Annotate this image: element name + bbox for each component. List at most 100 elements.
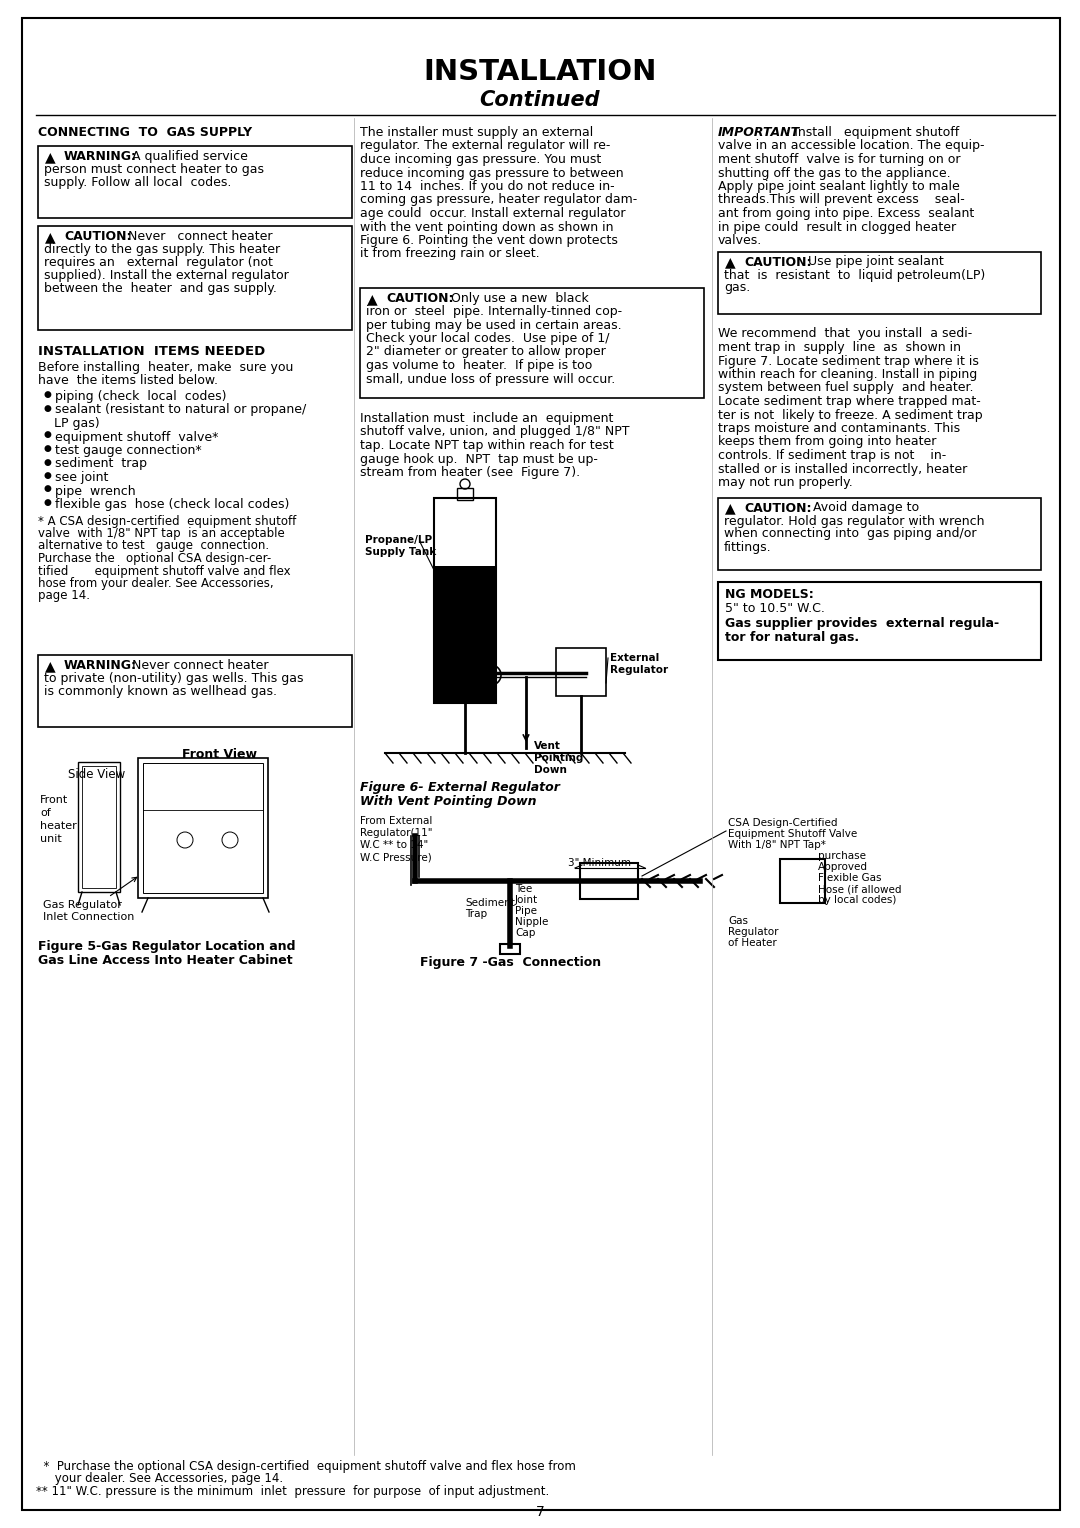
Text: CAUTION:: CAUTION: <box>64 231 132 243</box>
Text: ** 11" W.C. pressure is the minimum  inlet  pressure  for purpose  of input adju: ** 11" W.C. pressure is the minimum inle… <box>36 1485 550 1497</box>
Text: W.C Pressure): W.C Pressure) <box>360 853 432 862</box>
Text: reduce incoming gas pressure to between: reduce incoming gas pressure to between <box>360 167 623 179</box>
Text: CAUTION:: CAUTION: <box>386 292 454 306</box>
Text: 3" Minimum: 3" Minimum <box>568 859 631 868</box>
Text: 2" diameter or greater to allow proper: 2" diameter or greater to allow proper <box>366 345 606 359</box>
Text: Only use a new  black: Only use a new black <box>447 292 589 306</box>
Text: small, undue loss of pressure will occur.: small, undue loss of pressure will occur… <box>366 373 616 385</box>
Bar <box>38 147 352 219</box>
Text: Before installing  heater, make  sure you: Before installing heater, make sure you <box>38 361 294 374</box>
Bar <box>38 656 352 727</box>
Text: Regulator(11": Regulator(11" <box>360 828 432 837</box>
Text: Hose (if allowed: Hose (if allowed <box>818 885 902 894</box>
Text: threads.This will prevent excess    seal-: threads.This will prevent excess seal- <box>718 194 964 206</box>
Text: From External: From External <box>360 816 432 827</box>
Text: that  is  resistant  to  liquid petroleum(LP): that is resistant to liquid petroleum(LP… <box>724 269 985 281</box>
Text: Regulator: Regulator <box>610 665 669 675</box>
Bar <box>556 648 606 695</box>
Text: by local codes): by local codes) <box>818 895 896 905</box>
Text: ter is not  likely to freeze. A sediment trap: ter is not likely to freeze. A sediment … <box>718 408 983 422</box>
Text: 5" to 10.5" W.C.: 5" to 10.5" W.C. <box>725 602 825 616</box>
Text: when connecting into  gas piping and/or: when connecting into gas piping and/or <box>724 527 976 541</box>
Text: Figure 7. Locate sediment trap where it is: Figure 7. Locate sediment trap where it … <box>718 354 978 368</box>
Text: Flexible Gas: Flexible Gas <box>818 872 881 883</box>
Text: W.C ** to 14": W.C ** to 14" <box>360 840 429 850</box>
Text: Use pipe joint sealant: Use pipe joint sealant <box>804 255 944 269</box>
Text: fittings.: fittings. <box>724 541 771 553</box>
Text: ▲: ▲ <box>45 659 56 672</box>
Text: Never   connect heater: Never connect heater <box>124 231 272 243</box>
Text: ment trap in  supply  line  as  shown in: ment trap in supply line as shown in <box>718 341 961 354</box>
Text: NG MODELS:: NG MODELS: <box>725 588 813 602</box>
Text: valve in an accessible location. The equip-: valve in an accessible location. The equ… <box>718 139 985 153</box>
Text: ●: ● <box>43 457 51 466</box>
Text: Pipe: Pipe <box>515 906 537 915</box>
Text: hose from your dealer. See Accessories,: hose from your dealer. See Accessories, <box>38 578 273 590</box>
Text: Supply Tank: Supply Tank <box>365 547 436 558</box>
Bar <box>138 758 268 898</box>
Text: Avoid damage to: Avoid damage to <box>805 501 919 515</box>
Text: directly to the gas supply. This heater: directly to the gas supply. This heater <box>44 243 280 257</box>
Text: pipe  wrench: pipe wrench <box>55 484 136 498</box>
Text: CAUTION:: CAUTION: <box>744 255 811 269</box>
Text: duce incoming gas pressure. You must: duce incoming gas pressure. You must <box>360 153 602 167</box>
Bar <box>457 487 473 500</box>
Text: requires an   external  regulator (not: requires an external regulator (not <box>44 257 273 269</box>
Text: Approved: Approved <box>818 862 868 872</box>
Text: Gas Line Access Into Heater Cabinet: Gas Line Access Into Heater Cabinet <box>38 953 293 967</box>
Text: INSTALLATION  ITEMS NEEDED: INSTALLATION ITEMS NEEDED <box>38 345 266 358</box>
Text: between the  heater  and gas supply.: between the heater and gas supply. <box>44 283 276 295</box>
Text: ▲: ▲ <box>45 150 56 163</box>
Text: Down: Down <box>534 766 567 775</box>
Text: CSA Design-Certified: CSA Design-Certified <box>728 817 837 828</box>
Text: CAUTION:: CAUTION: <box>744 501 811 515</box>
Text: see joint: see joint <box>55 471 108 484</box>
Text: We recommend  that  you install  a sedi-: We recommend that you install a sedi- <box>718 327 972 341</box>
Text: your dealer. See Accessories, page 14.: your dealer. See Accessories, page 14. <box>36 1471 283 1485</box>
Text: iron or  steel  pipe. Internally-tinned cop-: iron or steel pipe. Internally-tinned co… <box>366 306 622 318</box>
Text: 7: 7 <box>536 1505 544 1519</box>
Text: ●: ● <box>43 403 51 413</box>
Text: within reach for cleaning. Install in piping: within reach for cleaning. Install in pi… <box>718 368 977 380</box>
Bar <box>718 252 1041 313</box>
Text: purchase: purchase <box>818 851 866 860</box>
Text: tor for natural gas.: tor for natural gas. <box>725 631 859 643</box>
Text: stalled or is installed incorrectly, heater: stalled or is installed incorrectly, hea… <box>718 463 968 475</box>
Text: Figure 5-Gas Regulator Location and: Figure 5-Gas Regulator Location and <box>38 940 296 953</box>
Text: Pointing: Pointing <box>534 753 583 762</box>
Text: supplied). Install the external regulator: supplied). Install the external regulato… <box>44 269 288 283</box>
Text: test gauge connection*: test gauge connection* <box>55 445 202 457</box>
Text: traps moisture and contaminants. This: traps moisture and contaminants. This <box>718 422 960 435</box>
Text: : Install   equipment shutoff: : Install equipment shutoff <box>786 125 959 139</box>
Text: IMPORTANT: IMPORTANT <box>718 125 800 139</box>
Text: heater: heater <box>40 821 77 831</box>
Text: supply. Follow all local  codes.: supply. Follow all local codes. <box>44 176 231 189</box>
Text: Locate sediment trap where trapped mat-: Locate sediment trap where trapped mat- <box>718 396 981 408</box>
Text: With Vent Pointing Down: With Vent Pointing Down <box>360 795 537 808</box>
Text: Figure 7 -Gas  Connection: Figure 7 -Gas Connection <box>420 957 602 969</box>
Text: keeps them from going into heater: keeps them from going into heater <box>718 435 936 449</box>
Text: is commonly known as wellhead gas.: is commonly known as wellhead gas. <box>44 685 276 698</box>
Bar <box>718 498 1041 570</box>
Text: * A CSA design-certified  equipment shutoff: * A CSA design-certified equipment shuto… <box>38 515 296 527</box>
Text: Apply pipe joint sealant lightly to male: Apply pipe joint sealant lightly to male <box>718 180 960 193</box>
Text: gas volume to  heater.  If pipe is too: gas volume to heater. If pipe is too <box>366 359 592 371</box>
Text: WARNING:: WARNING: <box>64 150 137 163</box>
Text: Vent: Vent <box>534 741 561 750</box>
Text: ment shutoff  valve is for turning on or: ment shutoff valve is for turning on or <box>718 153 960 167</box>
Text: ▲: ▲ <box>725 501 735 515</box>
Text: flexible gas  hose (check local codes): flexible gas hose (check local codes) <box>55 498 289 510</box>
Bar <box>434 565 496 701</box>
Bar <box>38 226 352 330</box>
Text: Installation must  include an  equipment: Installation must include an equipment <box>360 413 613 425</box>
Text: Gas Regulator
Inlet Connection: Gas Regulator Inlet Connection <box>43 877 137 921</box>
Bar <box>82 766 116 888</box>
Text: piping (check  local  codes): piping (check local codes) <box>55 390 227 403</box>
Text: With 1/8" NPT Tap*: With 1/8" NPT Tap* <box>728 840 826 850</box>
Text: Nipple: Nipple <box>515 917 549 927</box>
Bar <box>434 498 496 565</box>
Text: Front View: Front View <box>183 749 257 761</box>
Text: age could  occur. Install external regulator: age could occur. Install external regula… <box>360 206 625 220</box>
Bar <box>580 863 638 898</box>
Text: Side View: Side View <box>68 769 125 781</box>
